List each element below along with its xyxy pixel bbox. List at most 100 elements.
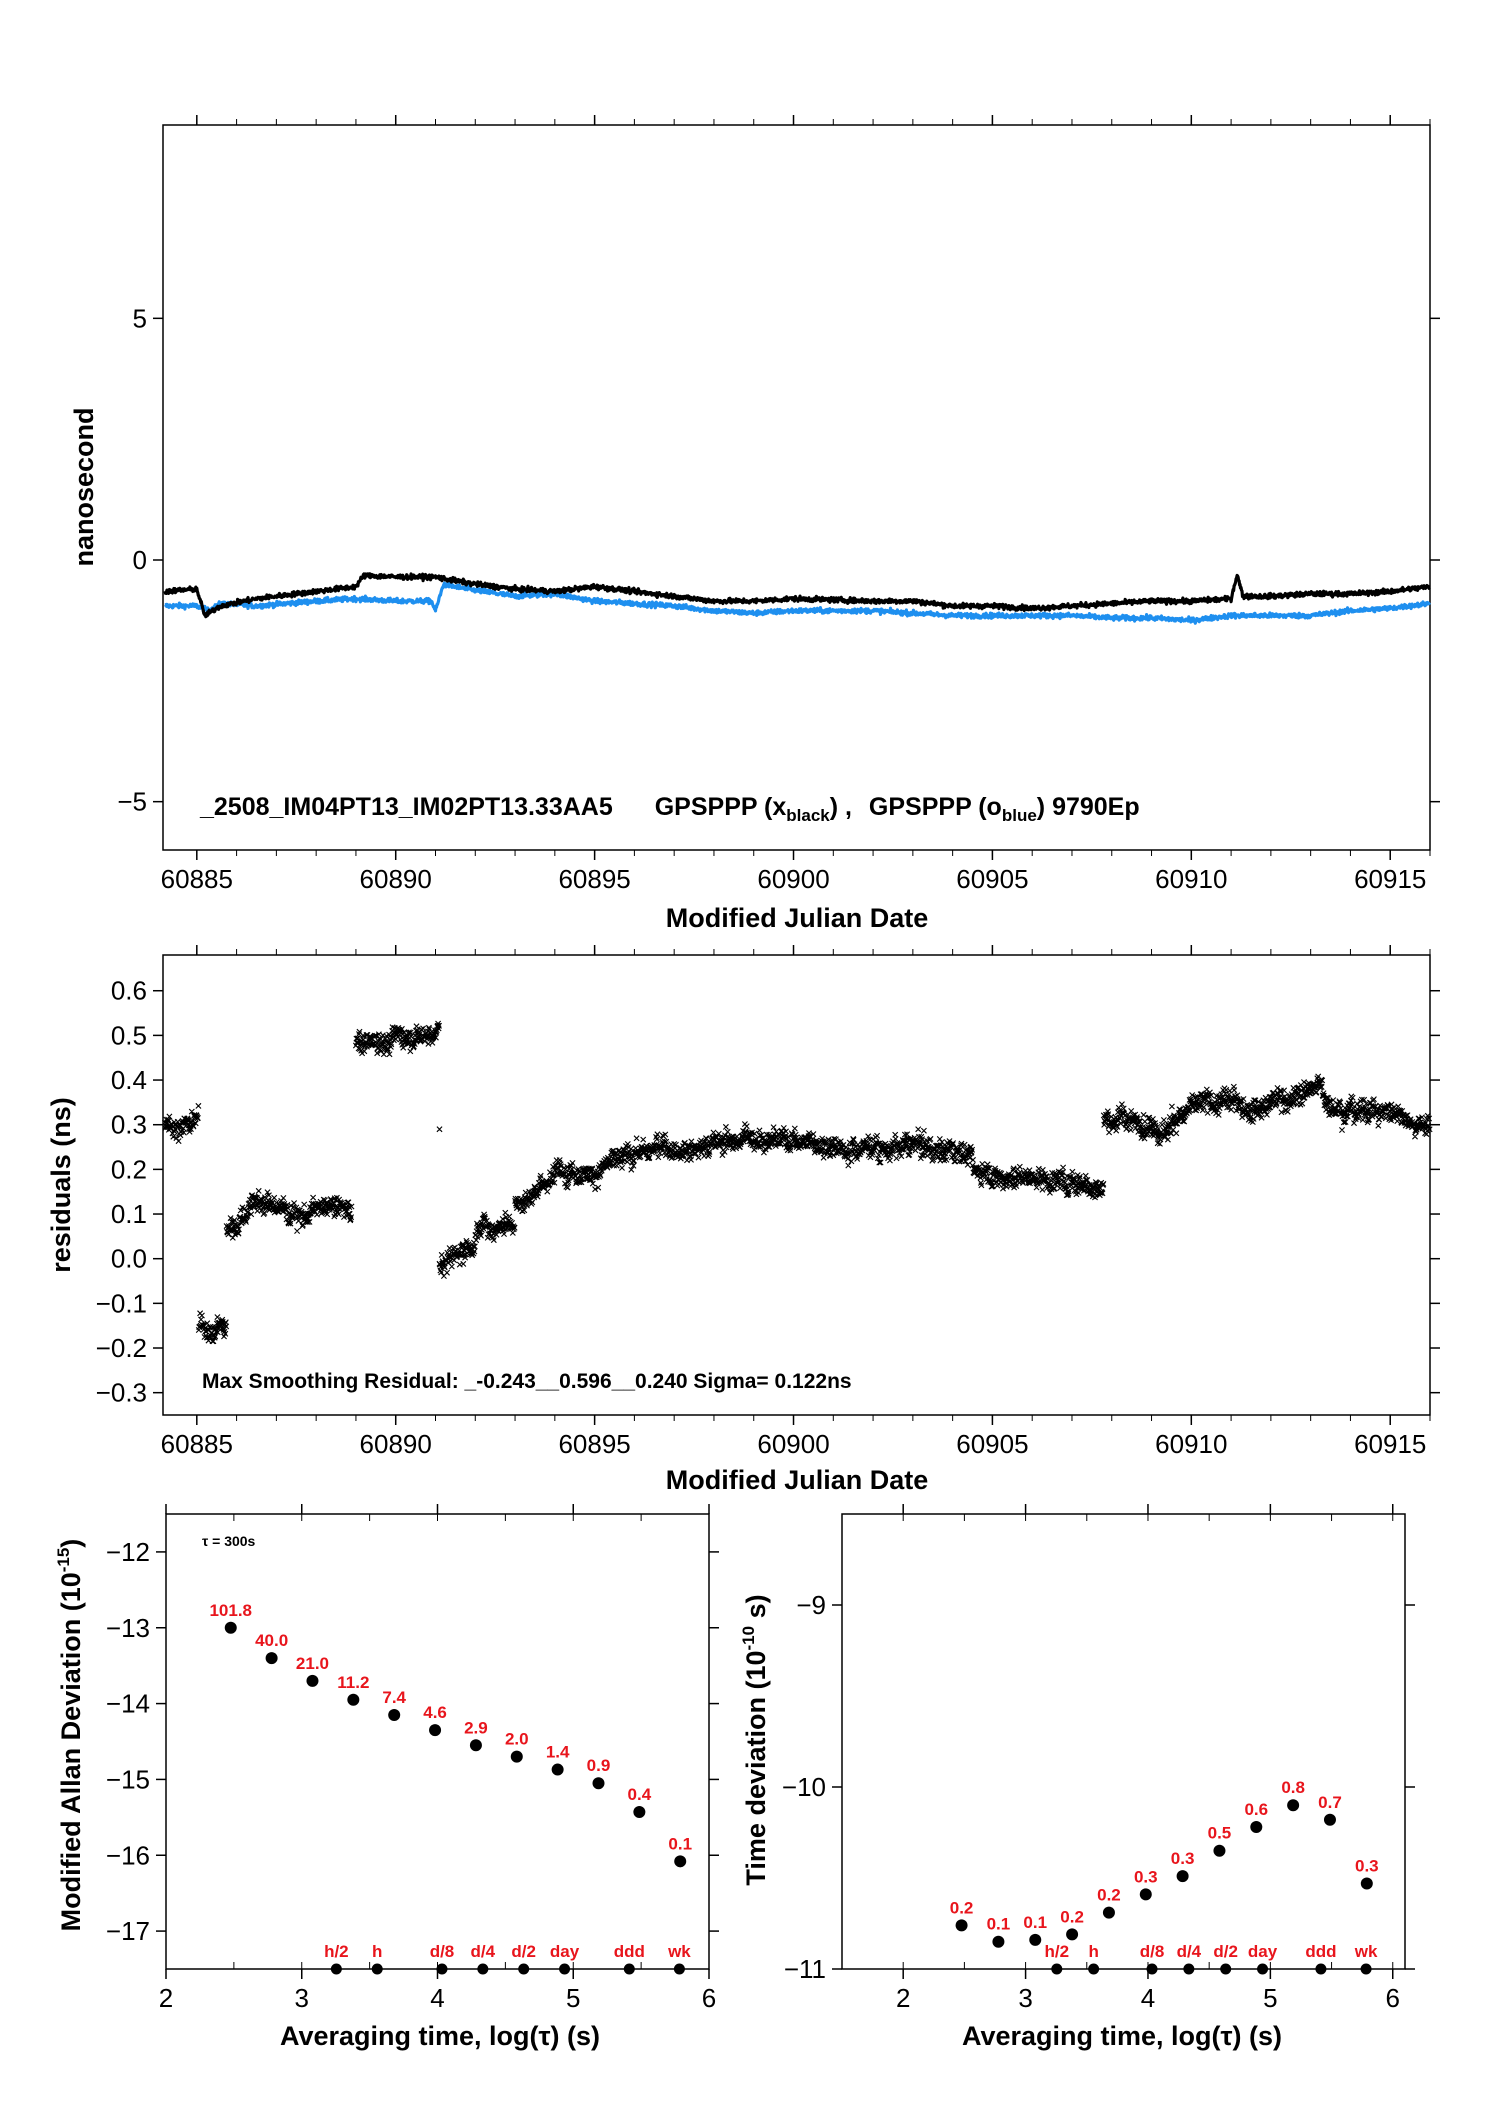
- y-axis-title-end: ): [56, 1539, 86, 1548]
- axis-ticks: [153, 115, 1440, 860]
- marker-label: h: [1088, 1942, 1098, 1961]
- y-axis-title: residuals (ns): [46, 1097, 76, 1273]
- data-point: [1360, 1877, 1373, 1890]
- tick-labels: 60885 60890 60895 60900 60905 60910 60915 −0.3 −…: [96, 976, 1427, 1459]
- residual-markers: [162, 1020, 1433, 1345]
- y-axis-title-main: Modified Allan Deviation (10: [56, 1572, 86, 1931]
- x-axis-title: Averaging time, log(τ) (s): [962, 2021, 1282, 2051]
- y-tick-label: −13: [106, 1613, 150, 1643]
- point-value-label: 0.1: [668, 1834, 692, 1853]
- residual-annotation: Max Smoothing Residual: _-0.243__0.596__…: [202, 1370, 852, 1393]
- plot-series: 101.840.0 21.0 11.2 7.4 4.6 2.9 2.0 1.4 0.9 0.4 0.…: [209, 1601, 692, 1975]
- marker-label: d/4: [471, 1942, 496, 1961]
- x-axis-title: Modified Julian Date: [666, 903, 929, 933]
- marker-point: [1315, 1963, 1327, 1975]
- x-tick-label: 60895: [558, 864, 630, 894]
- y-tick-label: 0.5: [111, 1020, 147, 1050]
- data-point: [469, 1739, 482, 1752]
- point-value-label: 4.6: [423, 1703, 447, 1722]
- series-tail: ) 9790Ep: [1037, 793, 1140, 821]
- data-point: [1250, 1821, 1263, 1834]
- x-tick-label: 60885: [161, 864, 233, 894]
- x-tick-label: 60900: [757, 1429, 829, 1459]
- point-value-label: 2.9: [464, 1718, 488, 1737]
- data-point: [551, 1763, 564, 1776]
- y-tick-label: 0.4: [111, 1065, 147, 1095]
- residuals-panel: 60885 60890 60895 60900 60905 60910 60915 −0.3 −…: [46, 945, 1440, 1495]
- modified-allan-deviation-panel: 2 3 4 5 6 −17 −16 −15 −14 −13 −12 101.840.0 21.0 11.…: [54, 1504, 719, 2051]
- marker-label: h/2: [1045, 1942, 1070, 1961]
- series2-sub: blue: [1002, 806, 1037, 825]
- marker-point: [436, 1963, 448, 1975]
- point-value-label: 0.7: [1318, 1793, 1342, 1812]
- plot-series: [163, 572, 1431, 625]
- x-tick-label: 60890: [360, 864, 432, 894]
- link-id: _2508_IM04PT13_IM02PT13.33AA5: [199, 793, 613, 821]
- data-point: [674, 1855, 687, 1868]
- marker-label: d/2: [1213, 1942, 1238, 1961]
- point-value-label: 0.5: [1208, 1824, 1232, 1843]
- point-value-label: 2.0: [505, 1730, 529, 1749]
- data-point: [992, 1935, 1005, 1948]
- data-point: [633, 1806, 646, 1819]
- plot-frame: [165, 1513, 710, 1970]
- time-deviation-panel: 2 3 4 5 6−11−10−9 0.20.1 0.1 0.20.20.30.30.50.…: [739, 1504, 1415, 2051]
- x-tick-label: 2: [896, 1983, 910, 2013]
- marker-label: h/2: [324, 1942, 349, 1961]
- series1-sub: black: [786, 806, 830, 825]
- series-line: [163, 580, 1431, 625]
- y-axis-title: Modified Allan Deviation (10-15): [54, 1539, 86, 1932]
- y-tick-label: −15: [106, 1764, 150, 1794]
- x-axis-title: Modified Julian Date: [666, 1465, 929, 1495]
- point-value-label: 0.2: [1097, 1886, 1121, 1905]
- plot-frame: [841, 1513, 1406, 1970]
- point-value-label: 1.4: [546, 1743, 570, 1762]
- marker-label: day: [550, 1942, 580, 1961]
- data-point: [347, 1693, 360, 1706]
- marker-point: [477, 1963, 489, 1975]
- point-value-label: 0.8: [1281, 1778, 1305, 1797]
- series1-label: GPSPPP (x: [655, 793, 787, 821]
- data-point: [592, 1777, 605, 1790]
- point-value-label: 0.9: [587, 1756, 611, 1775]
- marker-point: [1220, 1963, 1232, 1975]
- marker-point: [330, 1963, 342, 1975]
- y-tick-label: −16: [106, 1840, 150, 1870]
- x-tick-label: 60905: [956, 1429, 1028, 1459]
- y-tick-label: −17: [106, 1916, 150, 1946]
- plot-series: 0.2 0.1 0.1 0.2 0.2 0.3 0.3 0.5 0.6 0.8 0.7 0.3 h/2 h…: [950, 1778, 1379, 1975]
- data-point: [1176, 1870, 1189, 1883]
- series-annotation: _2508_IM04PT13_IM02PT13.33AA5 GPSPPP (xb…: [199, 793, 1140, 825]
- y-tick-label: 0.3: [111, 1110, 147, 1140]
- x-tick-label: 6: [1386, 1983, 1400, 2013]
- x-tick-label: 60905: [956, 864, 1028, 894]
- data-point: [955, 1919, 968, 1932]
- x-tick-label: 2: [159, 1983, 173, 2013]
- y-tick-label: −0.3: [96, 1378, 147, 1408]
- data-point: [1066, 1928, 1079, 1941]
- data-point: [265, 1652, 278, 1665]
- point-value-label: 0.4: [628, 1785, 652, 1804]
- point-value-label: 0.1: [987, 1915, 1011, 1934]
- marker-label: wk: [1354, 1942, 1378, 1961]
- marker-label: wk: [667, 1942, 691, 1961]
- point-value-label: 0.3: [1355, 1856, 1379, 1875]
- y-axis-title: nanosecond: [69, 407, 99, 566]
- point-value-label: 40.0: [255, 1631, 288, 1650]
- marker-label: ddd: [1305, 1942, 1336, 1961]
- y-axis-title-end: s): [741, 1594, 771, 1626]
- tick-labels: 2 3 4 5 6 −17 −16 −15 −14 −13 −12: [106, 1537, 716, 2013]
- data-point: [388, 1708, 401, 1721]
- x-tick-label: 60915: [1354, 1429, 1426, 1459]
- data-point: [429, 1724, 442, 1737]
- marker-point: [673, 1963, 685, 1975]
- x-tick-label: 60890: [360, 1429, 432, 1459]
- marker-label: d/8: [430, 1942, 455, 1961]
- y-tick-label: −5: [117, 787, 147, 817]
- y-tick-label: 0.2: [111, 1154, 147, 1184]
- marker-label: ddd: [614, 1942, 645, 1961]
- marker-point: [1088, 1963, 1100, 1975]
- data-point: [1287, 1799, 1300, 1812]
- y-axis-title-exponent: -10: [739, 1626, 758, 1651]
- series2-label: GPSPPP (o: [869, 793, 1002, 821]
